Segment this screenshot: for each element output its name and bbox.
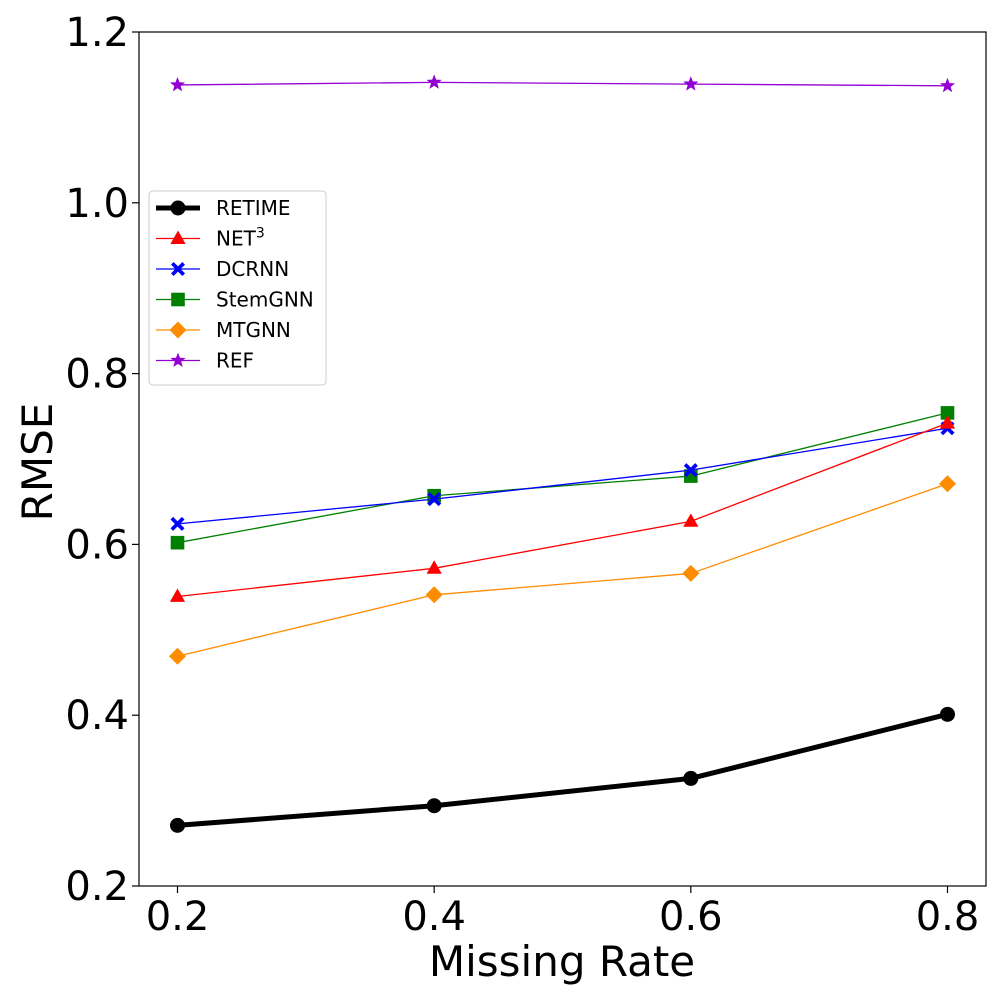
legend-label: MTGNN [216, 318, 291, 342]
legend-item-net3: NET3 [156, 226, 265, 251]
data-point-star [683, 76, 699, 91]
data-point-square [171, 292, 185, 307]
series-net3 [169, 415, 956, 602]
legend-label-text: NET [216, 227, 257, 251]
legend-label-text: StemGNN [216, 288, 314, 312]
data-point-diamond [682, 564, 700, 582]
data-point-circle [426, 798, 442, 814]
data-point-x [170, 516, 185, 531]
data-point-triangle [170, 230, 186, 244]
data-point-diamond [939, 475, 956, 493]
legend-label-text: MTGNN [216, 318, 291, 342]
series-line-stemgnn [177, 412, 948, 544]
y-tick-label: 0.4 [65, 693, 129, 739]
series-line-retime [177, 711, 949, 828]
x-axis-label: Missing Rate [429, 937, 695, 986]
y-tick-label: 1.0 [65, 181, 129, 227]
legend-label-superscript: 3 [256, 226, 265, 242]
legend-item-mtgnn: MTGNN [156, 318, 291, 342]
data-point-triangle [939, 415, 956, 429]
data-point-triangle [426, 560, 442, 574]
y-tick-label: 0.6 [65, 522, 129, 568]
legend-item-ref: REF [156, 349, 254, 373]
data-point-star [170, 352, 186, 367]
series-line-dcrnn [177, 427, 948, 525]
data-point-square [940, 406, 955, 420]
data-point-circle [940, 706, 955, 722]
data-point-diamond [169, 647, 186, 665]
legend-item-stemgnn: StemGNN [156, 288, 314, 312]
data-point-x [427, 492, 442, 507]
data-point-circle [170, 200, 186, 216]
data-point-x [171, 262, 185, 276]
data-point-square [170, 535, 185, 550]
y-axis-label: RMSE [13, 403, 62, 522]
series-dcrnn [170, 421, 955, 531]
x-axis: 0.2 0.4 0.6 0.8 [146, 886, 980, 940]
legend-box [148, 190, 327, 386]
series-line-ref [177, 81, 948, 87]
x-tick-label: 0.8 [916, 894, 980, 940]
legend-label: NET3 [216, 226, 265, 251]
series-stemgnn [170, 406, 955, 550]
data-point-x [683, 463, 698, 478]
y-tick-label: 0.2 [65, 864, 129, 910]
series-ref [169, 74, 956, 93]
data-point-star [939, 77, 956, 93]
data-point-circle [683, 770, 699, 786]
legend-label: DCRNN [216, 257, 289, 281]
series-layer [169, 74, 956, 833]
legend-label-text: RETIME [216, 196, 291, 220]
y-tick-label: 1.2 [65, 10, 129, 56]
series-line-net3 [177, 422, 948, 598]
legend-item-retime: RETIME [156, 196, 291, 220]
data-point-diamond [169, 321, 187, 339]
data-point-triangle [169, 588, 186, 602]
data-point-star [169, 76, 186, 92]
y-axis: 0.2 0.4 0.6 0.8 1.0 1.2 [65, 10, 139, 910]
data-point-diamond [425, 586, 443, 604]
legend-label: REF [216, 349, 254, 373]
x-tick-label: 0.6 [659, 894, 723, 940]
data-point-circle [170, 817, 185, 833]
legend-item-dcrnn: DCRNN [156, 257, 289, 281]
series-line-mtgnn [177, 483, 948, 657]
legend-label: RETIME [216, 196, 291, 220]
legend-label: StemGNN [216, 288, 314, 312]
legend-label-text: REF [216, 349, 254, 373]
series-mtgnn [169, 475, 956, 665]
x-tick-label: 0.2 [146, 894, 210, 940]
legend: RETIME NET3 DCRNN StemGNN MTGNN REF [148, 190, 327, 386]
series-retime [170, 706, 955, 833]
x-tick-label: 0.4 [402, 894, 466, 940]
data-point-triangle [683, 513, 699, 527]
y-tick-label: 0.8 [65, 352, 129, 398]
data-point-star [426, 74, 442, 89]
plot-frame [138, 31, 987, 887]
legend-label-text: DCRNN [216, 257, 289, 281]
